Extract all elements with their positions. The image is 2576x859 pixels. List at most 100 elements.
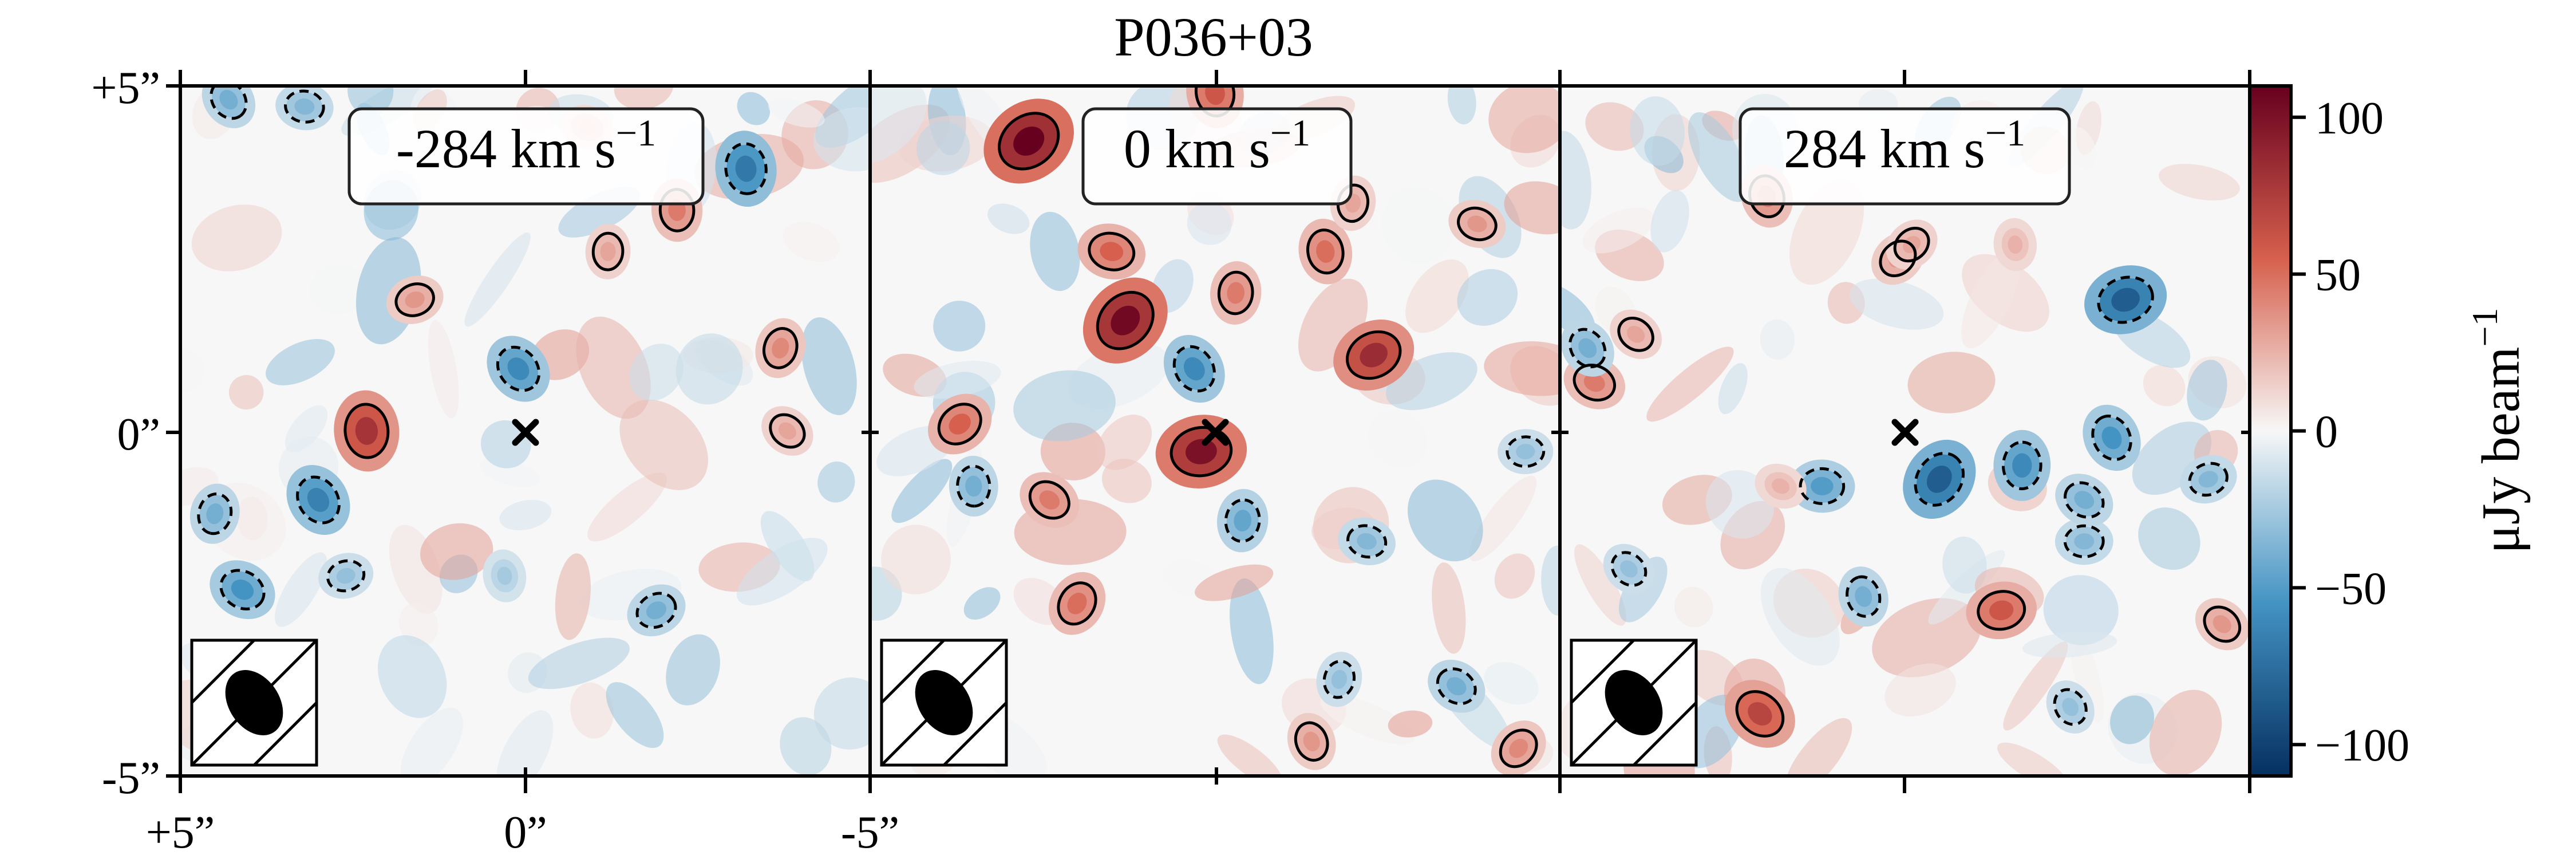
- noise-blob: [2022, 631, 2117, 658]
- negative-contour: [1914, 452, 1965, 507]
- noise-blob: [780, 717, 832, 776]
- x-axis-tick-labels: +5” 0” -5”: [146, 807, 899, 858]
- noise-blob: [891, 459, 953, 523]
- colorbar-tick-label: −100: [2315, 720, 2409, 771]
- noise-blob: [1030, 211, 1080, 291]
- peak-layer: [2111, 287, 2140, 312]
- panel-1-velocity-badge: -284 km s−1: [347, 107, 705, 206]
- noise-blob: [1961, 250, 2021, 349]
- velocity-exponent: −1: [1985, 112, 2025, 154]
- colorbar-gradient: [2248, 84, 2293, 778]
- positive-contour: [2203, 605, 2242, 643]
- noise-blob: [1630, 96, 1685, 166]
- negative-contour: [210, 86, 248, 120]
- panel-3-beam-inset: [1570, 639, 1698, 767]
- peak-layer: [355, 417, 378, 445]
- noise-blob: [1650, 190, 1689, 253]
- noise-blob: [1195, 564, 1274, 601]
- peak-layer: [336, 568, 355, 584]
- noise-blob: [1718, 363, 1748, 415]
- positive-contour: [1457, 206, 1498, 242]
- colorbar-unit-text: μJy beam: [2471, 347, 2531, 554]
- positive-peak: [1993, 218, 2037, 271]
- noise-blob: [1494, 553, 1535, 599]
- panel-1-beam-inset: [190, 639, 318, 767]
- noise-blob: [817, 461, 855, 503]
- peak-layer: [2198, 471, 2218, 488]
- peak-layer: [1748, 702, 1772, 726]
- channel-panel-3: 284 km s−1: [1558, 84, 2251, 778]
- noise-blob: [1907, 352, 1996, 413]
- peak-layer: [735, 155, 757, 182]
- velocity-exponent: −1: [616, 112, 656, 154]
- noise-blob: [2149, 689, 2222, 776]
- peak-layer: [1111, 305, 1140, 336]
- figure-title: P036+03: [1114, 6, 1313, 68]
- noise-blob: [228, 375, 264, 410]
- negative-contour: [496, 345, 541, 392]
- velocity-exponent: −1: [1270, 112, 1310, 154]
- peak-layer: [1316, 240, 1335, 263]
- peak-layer: [949, 413, 971, 435]
- negative-peak: [715, 131, 777, 207]
- peak-layer: [1583, 373, 1605, 392]
- peak-layer: [1234, 510, 1252, 532]
- noise-blob: [309, 265, 368, 314]
- peak-layer: [2012, 453, 2032, 478]
- noise-blob: [1407, 479, 1483, 562]
- peak-layer: [1360, 342, 1388, 368]
- negative-peak: [483, 549, 527, 602]
- noise-blob: [570, 682, 614, 739]
- positive-contour: [762, 327, 799, 369]
- x-cross-icon: [1202, 419, 1229, 446]
- peak-layer: [965, 475, 982, 497]
- noise-blob: [606, 682, 664, 748]
- noise-blob: [1884, 663, 1956, 716]
- panel-2-source-marker: [1202, 419, 1229, 446]
- noise-blob: [629, 344, 683, 401]
- positive-peak: [1755, 463, 1807, 509]
- peak-layer: [1183, 357, 1205, 381]
- positive-contour: [1893, 227, 1930, 263]
- noise-blob: [933, 301, 986, 352]
- noise-blob: [870, 86, 927, 164]
- colorbar: 100 50 0 −50 −100 μJy beam−1: [2248, 84, 2531, 778]
- noise-blob: [1582, 207, 1654, 254]
- peak-layer: [1811, 476, 1834, 495]
- peak-layer: [507, 357, 530, 380]
- positive-contour: [998, 112, 1060, 171]
- velocity-value-text: 0 km s: [1124, 118, 1270, 179]
- negative-contour: [296, 475, 341, 525]
- noise-blob: [1997, 742, 2069, 776]
- negative-contour: [1846, 575, 1882, 618]
- beam-ellipse-icon: [1605, 670, 1663, 735]
- peak-layer: [2074, 533, 2095, 550]
- peak-layer: [1772, 478, 1790, 494]
- negative-contour: [2188, 462, 2229, 497]
- negative-contour: [1799, 467, 1846, 505]
- peak-layer: [1926, 466, 1952, 493]
- peak-layer: [600, 242, 616, 261]
- negative-peak: [1993, 430, 2051, 501]
- x-cross-icon: [1891, 419, 1919, 446]
- peak-layer: [2074, 491, 2095, 509]
- noise-blob: [1405, 259, 1469, 333]
- positive-contour: [1573, 364, 1617, 402]
- noise-blob: [1381, 187, 1454, 264]
- channel-panel-1: -284 km s−1: [179, 84, 872, 778]
- peak-layer: [772, 337, 789, 358]
- noise-blob: [1457, 269, 1518, 326]
- noise-blob: [420, 523, 493, 580]
- colorbar-label: μJy beam−1: [2464, 308, 2531, 553]
- peak-layer: [405, 291, 425, 309]
- noise-blob: [801, 317, 857, 415]
- x-tick-label: +5”: [146, 807, 215, 858]
- noise-blob: [1013, 370, 1116, 442]
- negative-contour: [2063, 524, 2105, 558]
- negative-contour: [1322, 660, 1356, 699]
- noise-blob: [2187, 360, 2227, 421]
- positive-contour: [1057, 581, 1097, 626]
- panel-2-beam-inset: [880, 639, 1008, 767]
- noise-blob: [528, 637, 630, 689]
- peak-layer: [1100, 242, 1124, 262]
